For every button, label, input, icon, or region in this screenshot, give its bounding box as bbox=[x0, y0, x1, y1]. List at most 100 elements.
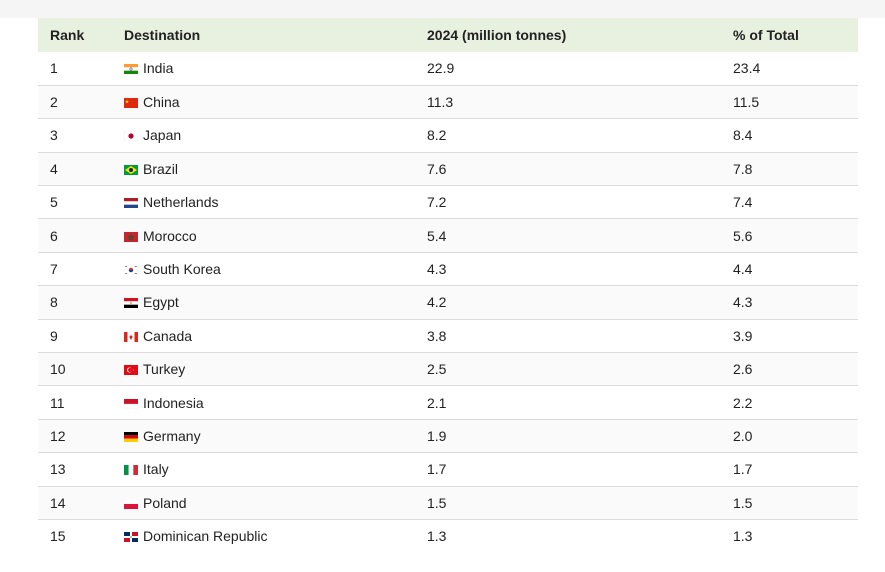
pct-cell: 1.7 bbox=[721, 452, 858, 487]
table-row: 9 Canada 3.8 3.9 bbox=[38, 318, 858, 353]
destination-name: Italy bbox=[143, 461, 169, 478]
netherlands-flag-icon bbox=[124, 195, 138, 209]
rank-cell: 2 bbox=[38, 84, 112, 119]
destination-name: Poland bbox=[143, 494, 187, 511]
value-cell: 1.3 bbox=[415, 518, 721, 553]
destination-cell: Germany bbox=[112, 418, 415, 453]
destination-name: Dominican Republic bbox=[143, 528, 268, 545]
germany-flag-icon bbox=[124, 429, 138, 442]
rank-cell: 11 bbox=[38, 385, 112, 420]
destination-name: China bbox=[143, 94, 180, 111]
value-cell: 1.7 bbox=[415, 452, 721, 487]
destination-cell: Indonesia bbox=[112, 385, 415, 420]
pct-cell: 1.3 bbox=[721, 518, 858, 553]
pct-cell: 23.4 bbox=[733, 60, 761, 77]
brazil-flag-icon bbox=[124, 162, 138, 175]
destination-name: Germany bbox=[143, 427, 201, 444]
pct-cell: 8.4 bbox=[721, 118, 858, 153]
destination-name: South Korea bbox=[143, 261, 221, 278]
destination-name: Canada bbox=[143, 327, 193, 344]
header-pct: % of Total bbox=[733, 27, 799, 43]
value-cell: 4.3 bbox=[415, 251, 721, 286]
china-flag-icon bbox=[124, 95, 138, 109]
destination-cell: China bbox=[112, 84, 415, 119]
morocco-flag-icon bbox=[124, 229, 138, 242]
egypt-flag-icon bbox=[124, 295, 138, 309]
rank-cell: 13 bbox=[38, 452, 112, 487]
rank-cell: 1 bbox=[50, 60, 58, 77]
rank-cell: 9 bbox=[38, 318, 112, 353]
value-cell: 11.3 bbox=[415, 84, 721, 119]
destination-cell: India bbox=[112, 52, 415, 85]
value-cell: 4.2 bbox=[415, 285, 721, 320]
poland-flag-icon bbox=[123, 496, 139, 509]
rank-cell: 7 bbox=[38, 251, 112, 286]
pct-cell: 5.6 bbox=[721, 218, 858, 253]
value-cell: 2.5 bbox=[415, 352, 721, 386]
table-row: 3 Japan 8.2 8.4 bbox=[38, 118, 858, 153]
destination-cell: Poland bbox=[112, 485, 415, 520]
japan-flag-icon bbox=[123, 128, 139, 142]
destination-name: Turkey bbox=[143, 361, 186, 378]
value-cell: 8.2 bbox=[415, 118, 721, 153]
pct-cell: 3.9 bbox=[721, 318, 858, 353]
value-cell: 7.6 bbox=[415, 151, 721, 186]
rank-cell: 5 bbox=[38, 185, 112, 219]
destination-name: Morocco bbox=[143, 227, 197, 244]
pct-cell: 4.3 bbox=[721, 285, 858, 320]
value-cell: 5.4 bbox=[415, 218, 721, 253]
table-row: 13 Italy 1.7 1.7 bbox=[38, 452, 858, 487]
header-value: 2024 (million tonnes) bbox=[427, 27, 567, 43]
table-row: 7 South Korea 4.3 4.4 bbox=[38, 251, 858, 286]
header-destination: Destination bbox=[124, 27, 201, 43]
header-rank: Rank bbox=[50, 27, 85, 43]
rank-cell: 15 bbox=[38, 518, 112, 553]
destination-name: Indonesia bbox=[143, 394, 204, 411]
table-row: 8 Egypt 4.2 4.3 bbox=[38, 285, 858, 320]
table-row: 2 China 11.3 11.5 bbox=[38, 84, 858, 119]
pct-cell: 7.4 bbox=[721, 185, 858, 219]
table-body: 1 India 22.9 23.4 2 China 11.3 11.5 3 Japan 8.2 8.4… bbox=[38, 52, 858, 553]
pct-cell: 2.2 bbox=[721, 385, 858, 420]
destination-cell: Dominican Republic bbox=[112, 518, 415, 553]
destination-cell: Egypt bbox=[112, 285, 415, 320]
table-header-row: Rank Destination 2024 (million tonnes) %… bbox=[38, 18, 858, 52]
table-row: 15 Dominican Republic 1.3 1.3 bbox=[38, 518, 858, 553]
pct-cell: 2.0 bbox=[721, 418, 858, 453]
table-row: 5 Netherlands 7.2 7.4 bbox=[38, 185, 858, 219]
rank-cell: 4 bbox=[38, 151, 112, 186]
turkey-flag-icon bbox=[124, 362, 138, 376]
table-row: 10 Turkey 2.5 2.6 bbox=[38, 352, 858, 386]
value-cell: 1.5 bbox=[415, 485, 721, 520]
value-cell: 7.2 bbox=[415, 185, 721, 219]
canada-flag-icon bbox=[124, 329, 138, 342]
destination-cell: South Korea bbox=[112, 251, 415, 286]
destination-cell: Italy bbox=[112, 452, 415, 487]
rank-cell: 6 bbox=[38, 218, 112, 253]
italy-flag-icon bbox=[124, 462, 138, 476]
rank-cell: 14 bbox=[38, 485, 112, 520]
destination-name: Japan bbox=[143, 127, 182, 144]
pct-cell: 7.8 bbox=[721, 151, 858, 186]
destination-cell: Turkey bbox=[112, 352, 415, 386]
india-flag-icon bbox=[124, 61, 138, 75]
pct-cell: 2.6 bbox=[721, 352, 858, 386]
value-cell: 22.9 bbox=[427, 60, 455, 77]
rank-cell: 10 bbox=[38, 352, 112, 386]
table-row: 14 Poland 1.5 1.5 bbox=[38, 485, 858, 520]
pct-cell: 1.5 bbox=[721, 485, 858, 520]
destination-name: Egypt bbox=[143, 294, 179, 311]
dominican-republic-flag-icon bbox=[124, 529, 138, 543]
destination-cell: Morocco bbox=[112, 218, 415, 253]
value-cell: 2.1 bbox=[415, 385, 721, 420]
destination-name: Netherlands bbox=[143, 194, 219, 211]
destination-name: India bbox=[143, 60, 174, 77]
table-row: 1 India 22.9 23.4 bbox=[38, 52, 858, 85]
south-korea-flag-icon bbox=[123, 262, 139, 276]
rank-cell: 8 bbox=[38, 285, 112, 320]
destination-cell: Netherlands bbox=[112, 185, 415, 219]
value-cell: 1.9 bbox=[415, 418, 721, 453]
table-row: 4 Brazil 7.6 7.8 bbox=[38, 151, 858, 186]
pct-cell: 11.5 bbox=[721, 84, 858, 119]
pct-cell: 4.4 bbox=[721, 251, 858, 286]
